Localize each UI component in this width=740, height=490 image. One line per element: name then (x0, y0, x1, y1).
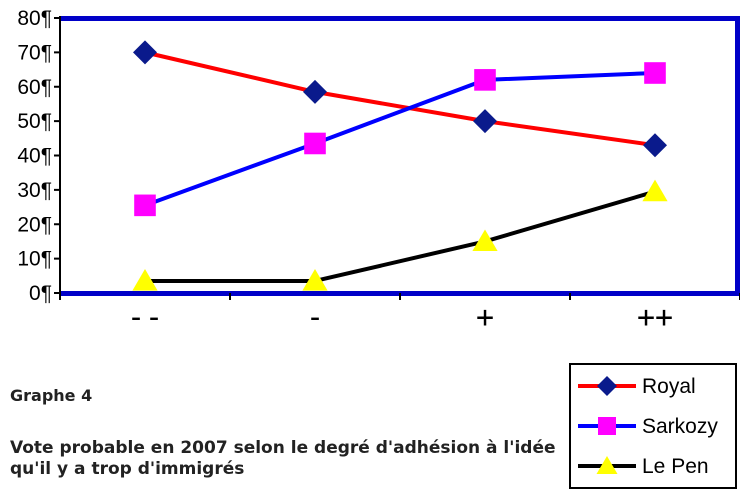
data-point-triangle (302, 268, 328, 291)
data-point-square (474, 69, 496, 91)
y-tick-label: 30¶ (17, 179, 52, 202)
data-point-square (134, 194, 156, 217)
data-point-square (644, 62, 666, 84)
series-line (144, 71, 656, 208)
series-line (144, 50, 656, 148)
y-tick-label: 50¶ (17, 110, 52, 133)
legend-label: Royal (642, 375, 696, 398)
legend: Royal Sarkozy Le Pen (569, 363, 737, 489)
legend-item: Le Pen (578, 455, 709, 478)
x-category-label: + (476, 300, 494, 335)
data-point-diamond (597, 376, 617, 396)
series-layer (132, 40, 668, 291)
y-tick-label: 60¶ (17, 76, 52, 99)
legend-label: Sarkozy (642, 415, 718, 438)
x-axis-ticks: -- - + ++ (59, 293, 740, 335)
y-tick-label: 20¶ (17, 213, 52, 236)
plot-border-right (735, 16, 740, 296)
data-point-triangle (596, 456, 618, 474)
legend-item: Sarkozy (578, 415, 718, 438)
x-category-label: - (306, 300, 324, 335)
data-point-diamond (473, 109, 497, 134)
data-point-diamond (643, 133, 667, 158)
legend-item: Royal (578, 375, 696, 398)
data-point-triangle (472, 229, 498, 252)
data-point-square (598, 417, 616, 435)
series-le-pen (132, 179, 668, 291)
series-royal (133, 40, 667, 158)
figure-caption: Vote probable en 2007 selon le degré d'a… (10, 438, 556, 479)
data-point-triangle (642, 179, 668, 202)
y-axis-ticks: 0¶ 10¶ 20¶ 30¶ 40¶ 50¶ 60¶ 70¶ 80¶ (17, 7, 60, 305)
series-sarkozy (134, 62, 666, 217)
data-point-square (304, 132, 326, 155)
y-tick-label: 70¶ (17, 41, 52, 64)
x-category-label: ++ (637, 300, 673, 335)
y-tick-label: 10¶ (17, 248, 52, 271)
series-line (145, 189, 656, 283)
y-tick-label: 40¶ (17, 145, 52, 168)
data-point-diamond (133, 40, 157, 65)
figure-label: Graphe 4 (10, 386, 93, 405)
y-tick-label: 0¶ (29, 282, 52, 305)
data-point-diamond (303, 79, 327, 104)
legend-label: Le Pen (642, 455, 709, 478)
y-tick-label: 80¶ (17, 7, 52, 30)
plot-border-top (60, 16, 740, 21)
x-category-label: -- (127, 300, 163, 335)
data-point-triangle (132, 268, 158, 291)
